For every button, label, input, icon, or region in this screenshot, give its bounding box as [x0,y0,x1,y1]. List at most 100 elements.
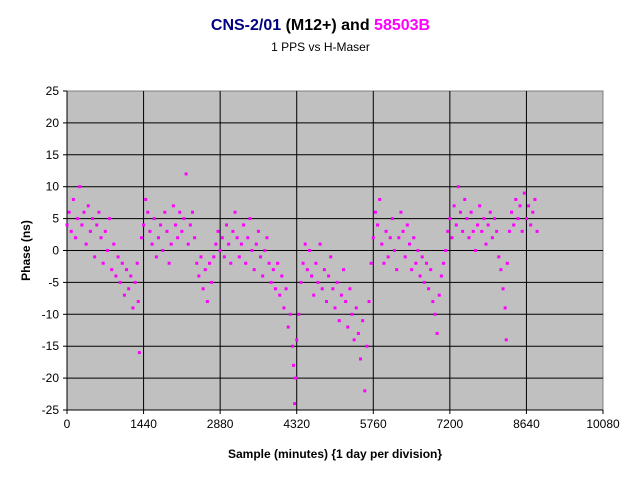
data-point [137,351,141,355]
data-point [435,331,439,335]
data-point [452,204,456,208]
data-point [495,229,499,233]
data-point [439,274,443,278]
data-point [429,268,433,272]
data-point [269,280,273,284]
data-point [420,255,424,259]
data-point [91,217,95,221]
y-tick-label: -25 [42,403,60,417]
data-point [271,268,275,272]
y-tick-label: 5 [52,212,59,226]
data-point [516,217,520,221]
data-point [329,255,333,259]
data-point [388,236,392,240]
data-point [180,229,184,233]
data-point [322,268,326,272]
x-tick-label: 7200 [437,417,464,431]
data-point [267,261,271,265]
y-tick-label: 25 [46,84,60,98]
data-point [401,229,405,233]
data-point [193,236,197,240]
data-point [444,249,448,252]
data-point [316,280,320,284]
data-point [233,210,237,214]
data-point [86,204,90,208]
data-point [88,229,92,233]
data-point [197,274,201,278]
data-point [373,210,377,214]
data-point [135,261,139,265]
data-point [488,210,492,214]
data-point [114,274,118,278]
data-point [350,312,354,316]
data-point [510,210,514,214]
data-point [148,229,152,233]
data-point [244,261,248,265]
data-point [127,287,131,291]
data-point [359,357,363,361]
data-point [405,223,409,227]
data-point [222,255,226,259]
data-point [399,210,403,214]
data-point [344,300,348,304]
y-tick-label: 20 [46,116,60,130]
data-point [227,242,231,246]
data-point [467,236,471,240]
data-point [239,242,243,246]
data-point [380,242,384,246]
data-point [446,229,450,233]
data-point [256,229,260,233]
data-point [282,306,286,310]
data-point [367,300,371,304]
data-point [324,300,328,304]
data-point [476,223,480,227]
data-point [512,223,516,227]
data-point [301,261,305,265]
data-point [352,338,356,342]
y-tick-label: -5 [48,275,59,289]
data-point [133,280,137,284]
data-point [333,306,337,310]
data-point [386,255,390,259]
chart-title-part-2: 58503B [374,17,431,34]
data-point [163,210,167,214]
data-point [165,229,169,233]
data-point [284,287,288,291]
data-point [295,338,299,342]
data-point [103,229,107,233]
data-point [78,185,82,189]
data-point [167,261,171,265]
data-point [276,261,280,265]
data-point [527,204,531,208]
data-point [69,229,73,233]
data-point [533,197,537,201]
data-point [463,197,467,201]
data-point [518,204,522,208]
data-point [371,236,375,240]
data-point [424,261,428,265]
x-tick-label: 8640 [513,417,540,431]
data-point [176,236,180,240]
data-point [65,223,69,227]
data-point [286,325,290,329]
data-point [108,217,112,221]
data-point [294,376,298,380]
data-point [342,268,346,272]
data-point [433,312,437,316]
data-point [465,217,469,221]
data-point [305,268,309,272]
data-point [431,300,435,304]
data-point [116,255,120,259]
data-point [173,223,177,227]
data-point [393,249,397,252]
data-point [450,236,454,240]
data-point [254,242,258,246]
data-point [354,306,358,310]
data-point [318,242,322,246]
data-point [382,261,386,265]
data-point [150,242,154,246]
data-point [199,255,203,259]
data-point [412,236,416,240]
data-point [418,274,422,278]
data-point [529,223,533,227]
